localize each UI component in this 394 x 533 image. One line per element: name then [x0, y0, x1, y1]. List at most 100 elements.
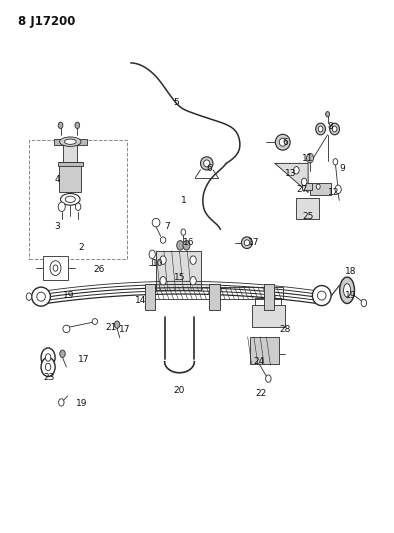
Circle shape	[181, 229, 186, 235]
Text: 8: 8	[327, 122, 333, 131]
Text: 17: 17	[78, 354, 89, 364]
Ellipse shape	[32, 287, 50, 306]
Circle shape	[45, 364, 51, 370]
Ellipse shape	[312, 286, 331, 305]
Ellipse shape	[332, 126, 337, 132]
Bar	[146, 287, 283, 300]
Bar	[30, 140, 127, 259]
Bar	[59, 162, 81, 192]
Bar	[310, 183, 331, 195]
Circle shape	[160, 256, 166, 264]
Polygon shape	[275, 164, 308, 192]
Circle shape	[294, 166, 299, 174]
Ellipse shape	[242, 237, 252, 248]
Bar	[252, 305, 285, 327]
Circle shape	[361, 300, 366, 306]
Text: 22: 22	[255, 389, 267, 398]
Bar	[43, 256, 68, 280]
Circle shape	[75, 203, 81, 211]
Ellipse shape	[61, 193, 80, 205]
Circle shape	[53, 265, 58, 271]
Circle shape	[45, 354, 51, 361]
Circle shape	[41, 348, 55, 367]
Circle shape	[59, 399, 64, 406]
Text: 10: 10	[152, 260, 164, 268]
Ellipse shape	[160, 237, 166, 243]
Circle shape	[307, 154, 314, 163]
Circle shape	[114, 321, 120, 328]
Circle shape	[333, 159, 338, 165]
Text: 28: 28	[279, 326, 290, 335]
Text: 26: 26	[94, 265, 105, 273]
Text: 19: 19	[345, 291, 357, 300]
Ellipse shape	[63, 325, 70, 333]
Ellipse shape	[59, 137, 81, 147]
Circle shape	[190, 256, 196, 264]
Circle shape	[183, 240, 190, 250]
Text: 25: 25	[302, 212, 314, 221]
Circle shape	[177, 240, 184, 250]
Text: 12: 12	[327, 188, 339, 197]
Text: 20: 20	[174, 386, 185, 395]
Bar	[156, 251, 201, 290]
Bar	[296, 198, 319, 219]
Text: 27: 27	[296, 185, 308, 195]
Circle shape	[160, 277, 166, 285]
Text: 11: 11	[302, 154, 314, 163]
Ellipse shape	[65, 196, 75, 203]
Text: 24: 24	[253, 357, 265, 366]
Ellipse shape	[201, 157, 213, 170]
Ellipse shape	[275, 134, 290, 150]
Text: 2: 2	[78, 244, 84, 253]
Ellipse shape	[318, 291, 326, 300]
Ellipse shape	[340, 277, 355, 303]
Ellipse shape	[204, 160, 210, 167]
Text: 15: 15	[174, 272, 185, 281]
Ellipse shape	[65, 139, 76, 144]
Ellipse shape	[37, 292, 45, 301]
Text: 17: 17	[248, 238, 259, 247]
Circle shape	[26, 293, 32, 300]
Text: 6: 6	[207, 164, 212, 173]
Circle shape	[335, 185, 341, 193]
Circle shape	[149, 250, 155, 259]
Text: 6: 6	[283, 138, 288, 147]
Ellipse shape	[92, 319, 98, 325]
Text: 1: 1	[181, 196, 187, 205]
Circle shape	[316, 184, 320, 189]
Ellipse shape	[316, 123, 325, 135]
Ellipse shape	[152, 219, 160, 227]
Circle shape	[301, 178, 307, 185]
Text: 8 J17200: 8 J17200	[18, 15, 75, 28]
Text: 19: 19	[63, 291, 74, 300]
Ellipse shape	[330, 123, 340, 135]
Text: 5: 5	[174, 98, 179, 107]
Bar	[54, 139, 87, 145]
Bar	[145, 284, 155, 310]
Bar	[264, 284, 274, 310]
Text: 3: 3	[55, 222, 60, 231]
Bar	[302, 183, 312, 190]
Ellipse shape	[344, 284, 351, 297]
Text: 23: 23	[43, 373, 54, 382]
Circle shape	[41, 358, 55, 376]
Circle shape	[60, 350, 65, 358]
Text: 7: 7	[164, 222, 169, 231]
Circle shape	[50, 261, 61, 276]
Ellipse shape	[244, 240, 250, 246]
Text: 21: 21	[105, 323, 117, 332]
Ellipse shape	[279, 138, 286, 146]
Text: 13: 13	[285, 169, 296, 179]
Circle shape	[326, 111, 329, 117]
Bar	[58, 162, 83, 166]
Bar	[250, 337, 279, 365]
Text: 19: 19	[76, 400, 87, 408]
Text: 9: 9	[339, 164, 345, 173]
Circle shape	[266, 375, 271, 382]
Circle shape	[75, 122, 80, 128]
Bar	[63, 143, 77, 164]
Text: 4: 4	[55, 175, 60, 184]
Text: 17: 17	[119, 326, 130, 335]
Circle shape	[190, 277, 196, 285]
Text: 18: 18	[345, 267, 357, 276]
